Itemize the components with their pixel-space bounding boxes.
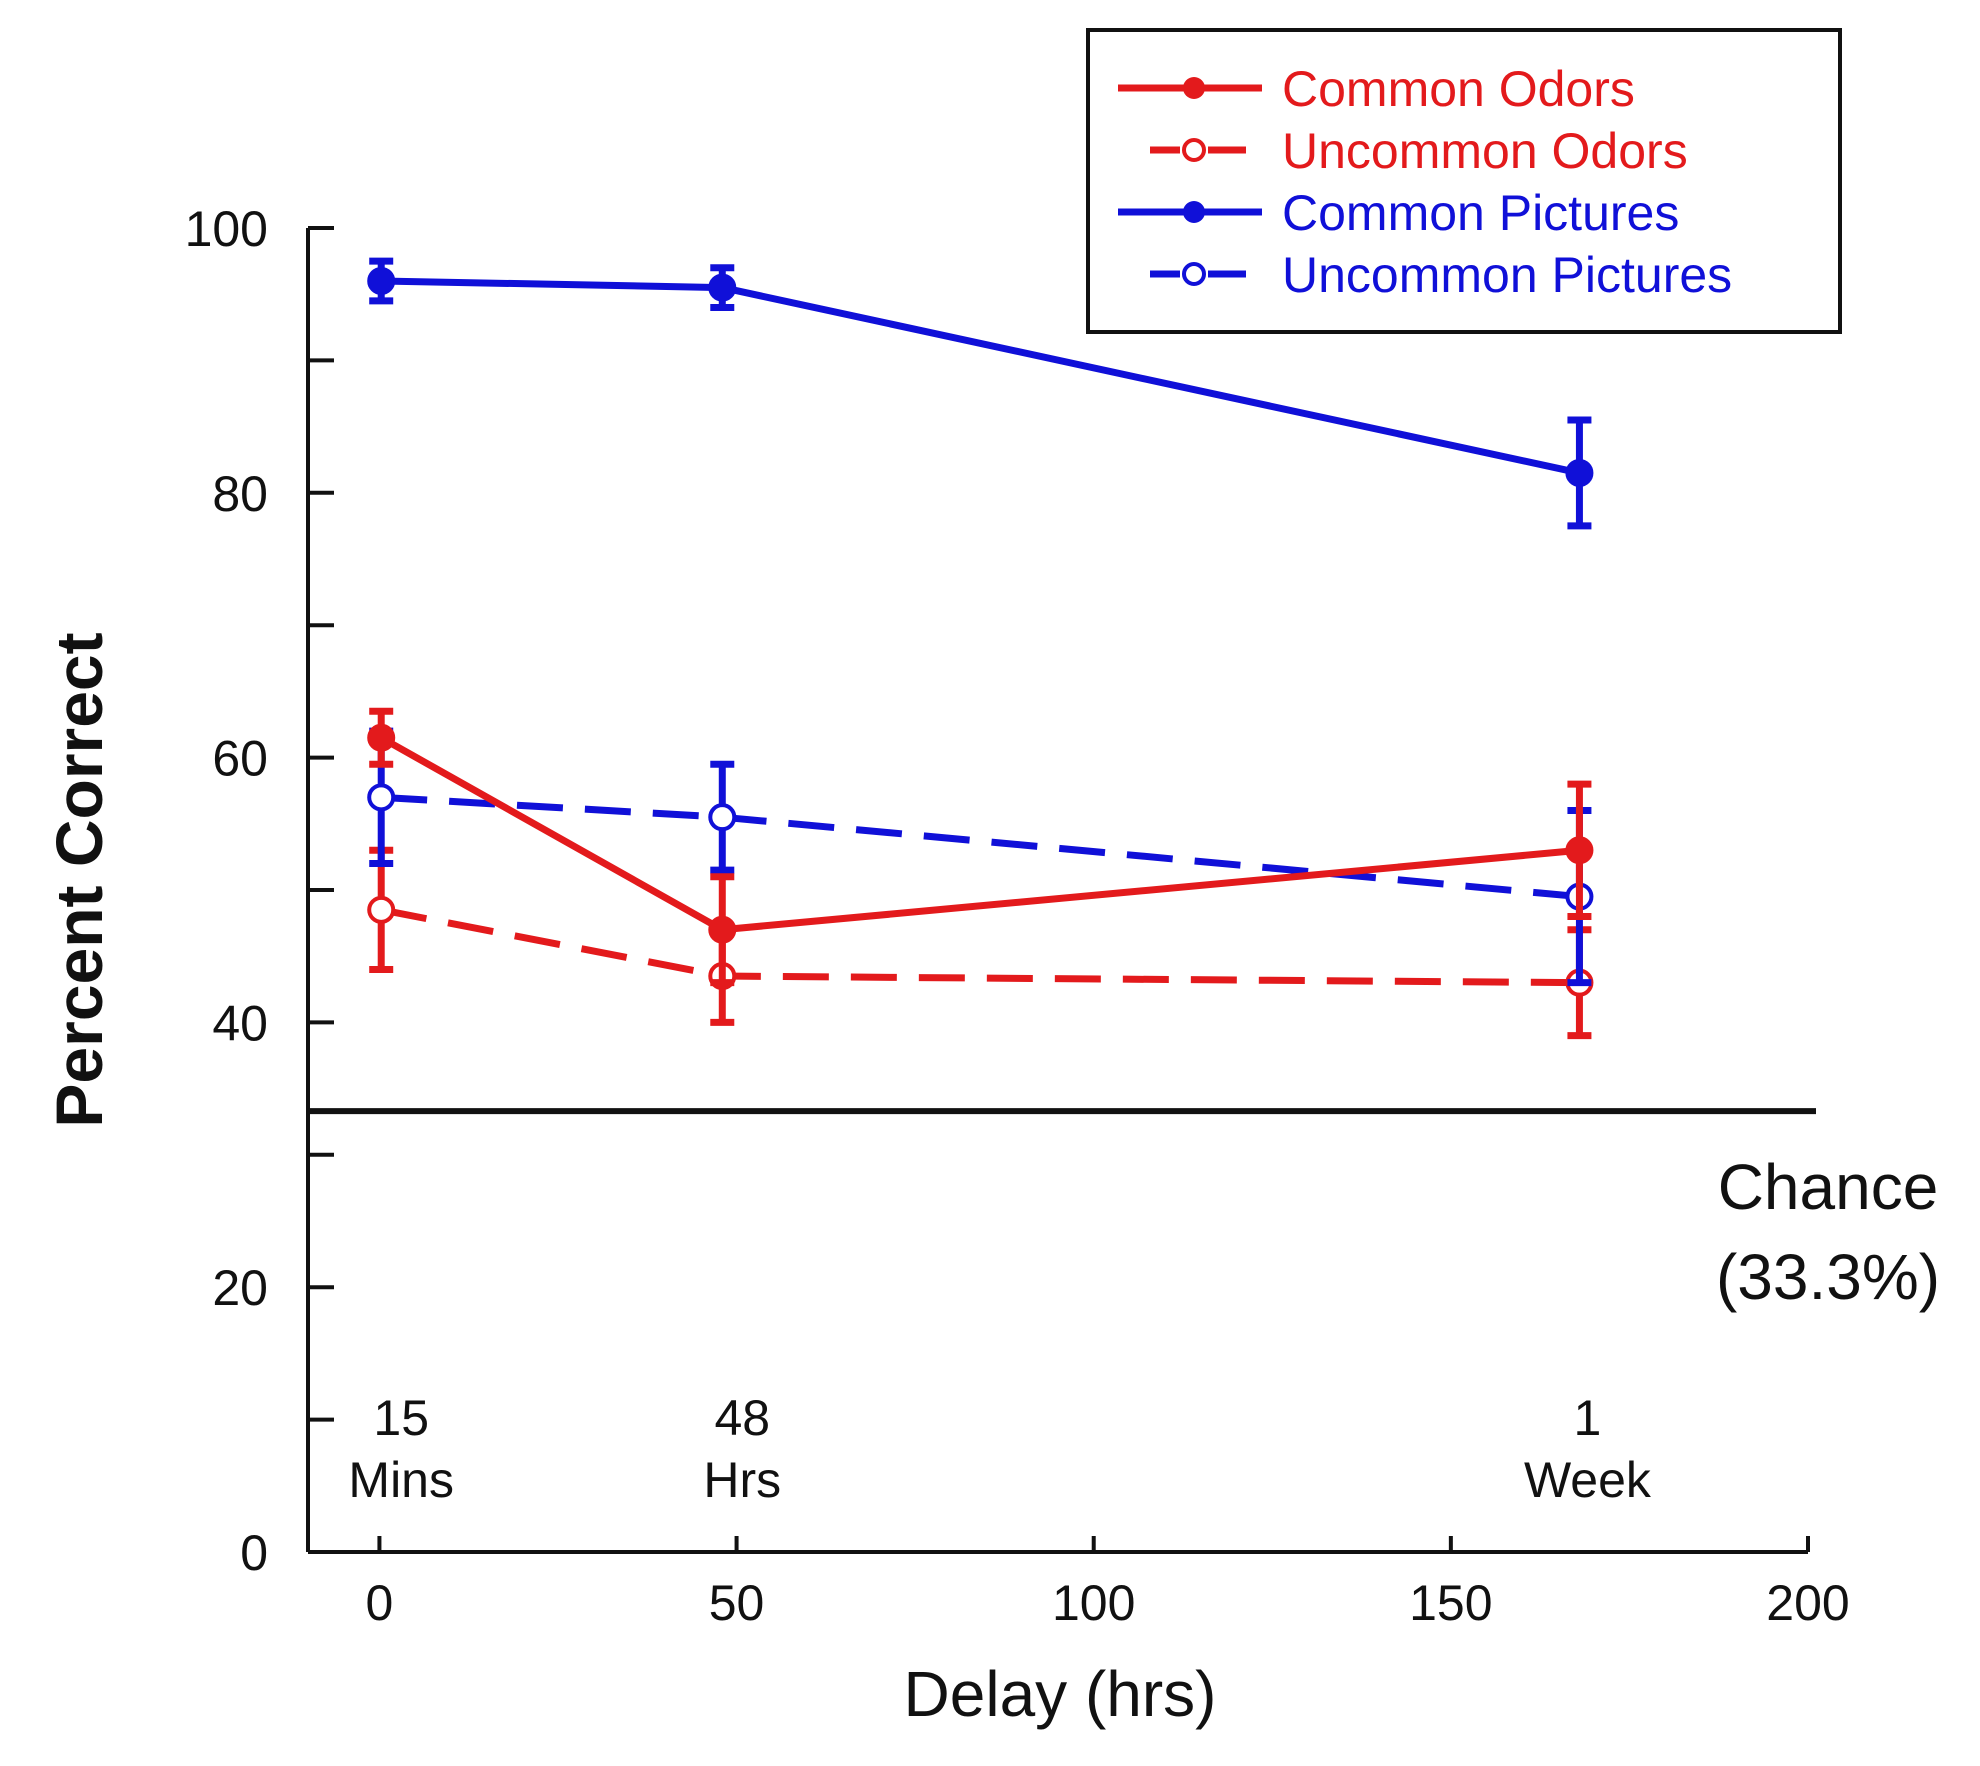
legend-item: Uncommon Odors <box>1150 123 1688 179</box>
x-annotation-unit: Mins <box>348 1452 454 1508</box>
legend-item: Uncommon Pictures <box>1150 247 1732 303</box>
data-point <box>708 803 737 832</box>
y-tick-label: 40 <box>212 995 268 1051</box>
chance-value-label: (33.3%) <box>1716 1241 1940 1313</box>
legend-item: Common Pictures <box>1118 185 1679 241</box>
y-axis-title: Percent Correct <box>42 632 116 1127</box>
x-annotation-number: 48 <box>714 1390 770 1446</box>
x-tick-label: 100 <box>1052 1575 1135 1631</box>
x-annotation-unit: Week <box>1524 1452 1652 1508</box>
legend-label: Common Pictures <box>1282 185 1679 241</box>
data-point <box>367 895 396 924</box>
legend-marker <box>1182 262 1206 286</box>
x-annotation-unit: Hrs <box>703 1452 781 1508</box>
data-point <box>367 783 396 812</box>
series-line <box>381 793 1580 901</box>
x-annotations: 15 Mins 48 Hrs 1 Week <box>348 1390 1651 1508</box>
data-point <box>1565 836 1594 865</box>
y-tick-label: 100 <box>185 201 268 257</box>
legend-box <box>1086 28 1842 334</box>
data-point <box>708 273 737 302</box>
legend: Common Odors Uncommon Odors Common Picture… <box>1086 28 1842 334</box>
x-tick-label: 200 <box>1766 1575 1849 1631</box>
series-common-pictures <box>367 257 1594 530</box>
data-point <box>708 915 737 944</box>
legend-marker <box>1182 138 1206 162</box>
series-layer <box>367 257 1594 1040</box>
series-common-odors <box>367 707 1594 987</box>
data-point <box>367 266 396 295</box>
x-tick-label: 0 <box>366 1575 394 1631</box>
legend-item: Common Odors <box>1118 61 1635 117</box>
chance-reference: Chance (33.3%) <box>308 1108 1940 1313</box>
series-line <box>379 734 1580 934</box>
x-axis-title: Delay (hrs) <box>904 1658 1217 1730</box>
legend-marker <box>1183 201 1205 223</box>
y-tick-label: 0 <box>240 1525 268 1581</box>
legend-label: Common Odors <box>1282 61 1635 117</box>
data-point <box>367 723 396 752</box>
y-tick-label: 20 <box>212 1260 268 1316</box>
series-line <box>380 906 1580 987</box>
y-tick-label: 80 <box>212 466 268 522</box>
x-tick-label: 50 <box>709 1575 765 1631</box>
legend-label: Uncommon Pictures <box>1282 247 1732 303</box>
x-tick-label: 150 <box>1409 1575 1492 1631</box>
legend-marker <box>1183 77 1205 99</box>
x-annotation-number: 1 <box>1574 1390 1602 1446</box>
x-annotation-number: 15 <box>373 1390 429 1446</box>
legend-label: Uncommon Odors <box>1282 123 1688 179</box>
data-point <box>1565 458 1594 487</box>
chance-label: Chance <box>1718 1151 1939 1223</box>
y-tick-label: 60 <box>212 731 268 787</box>
axis-ticks: 0 50 100 150 200 0 20 40 60 80 100 <box>185 201 1850 1631</box>
